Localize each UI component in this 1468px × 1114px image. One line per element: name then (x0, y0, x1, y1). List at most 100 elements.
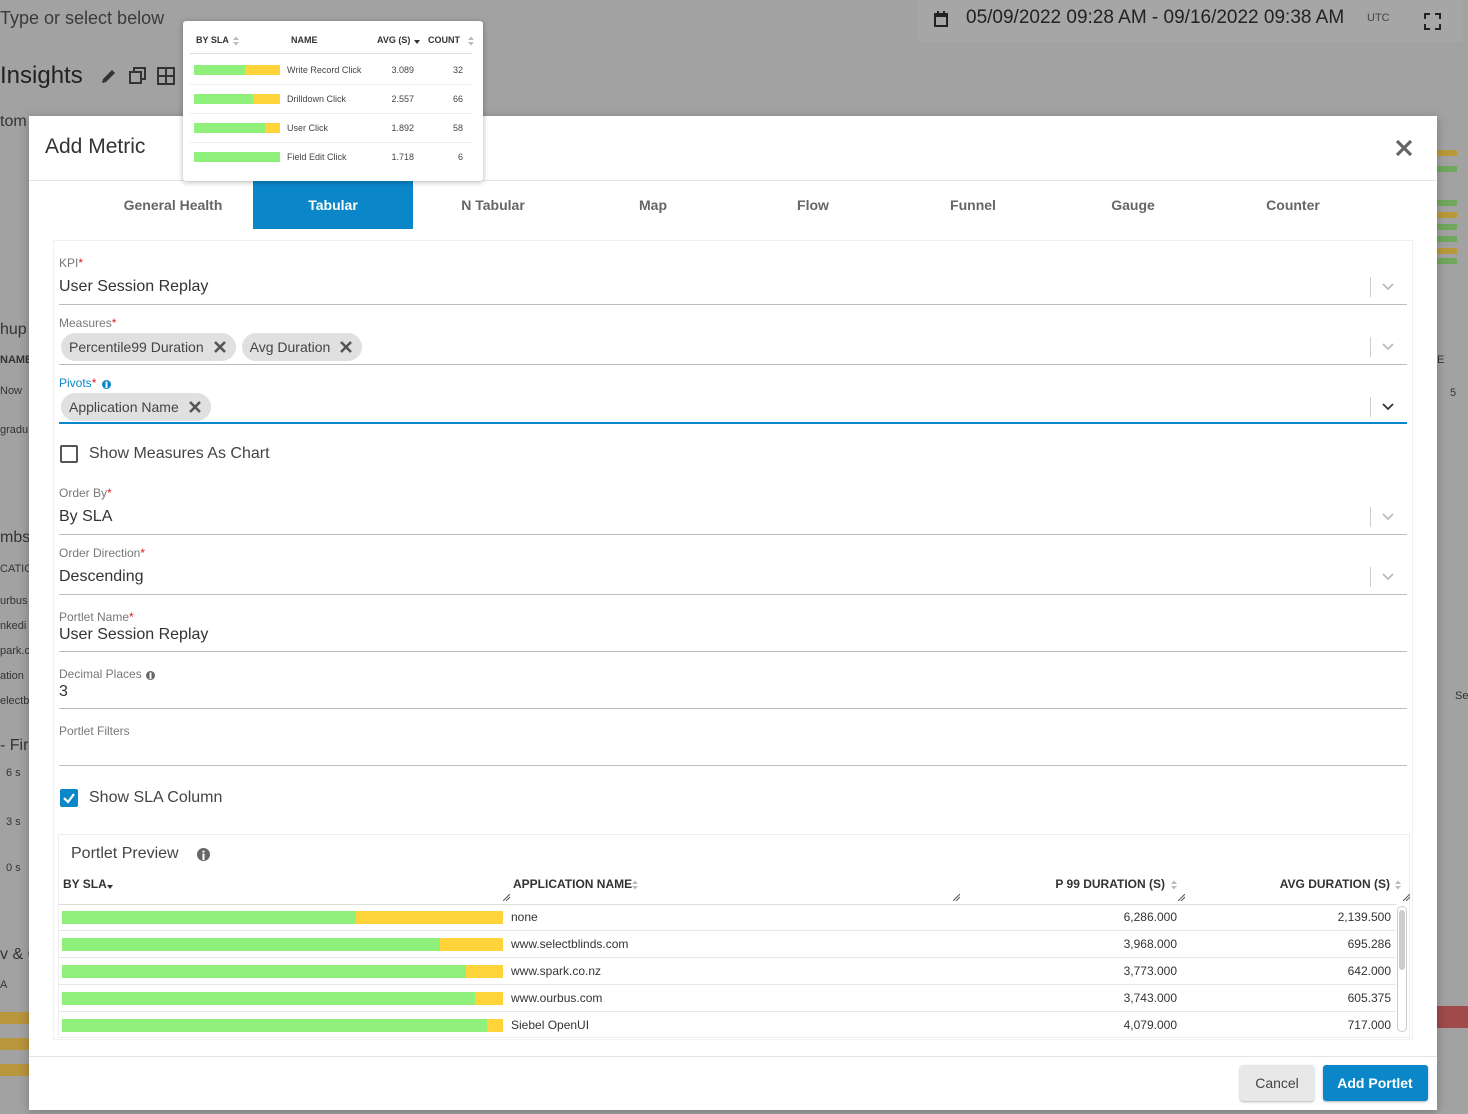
tab[interactable]: Gauge (1053, 181, 1213, 229)
sla-bar-missed (465, 965, 503, 978)
row-divider (58, 1011, 1396, 1012)
column-header[interactable]: BY SLA (63, 877, 107, 891)
field-label: Decimal Places (59, 664, 142, 684)
checkmark (63, 793, 75, 804)
field-label: Portlet Name* (59, 607, 134, 627)
chip-remove[interactable] (213, 341, 226, 353)
cell-number: 6 (457, 152, 463, 162)
modal-title: Add Metric (45, 135, 146, 158)
field-underline (59, 534, 1407, 535)
scrollbar-track[interactable] (1397, 906, 1407, 1032)
chip-remove[interactable] (340, 341, 353, 353)
info-icon (196, 847, 210, 861)
button-label[interactable]: Add Portlet (1337, 1075, 1413, 1091)
cell-number: 58 (452, 123, 463, 133)
chip-label: Avg Duration (249, 339, 331, 355)
tab-label[interactable]: Map (639, 197, 667, 213)
checkbox-label[interactable]: Show Measures As Chart (89, 445, 270, 462)
edit-icon[interactable] (100, 67, 118, 85)
cell-number: 1.718 (391, 152, 414, 162)
background-fragment: mbs (0, 529, 31, 546)
required-marker: * (111, 316, 117, 330)
checkbox[interactable] (60, 445, 78, 463)
cell-number: 3,968.000 (1123, 937, 1177, 951)
dropdown-chevron[interactable] (1381, 572, 1395, 582)
dropdown-separator (1370, 277, 1371, 297)
background-fragment: electb (0, 695, 30, 707)
tab[interactable]: Map (573, 181, 733, 229)
close-button[interactable] (1396, 140, 1412, 156)
column-resize (503, 894, 510, 901)
field-label-text: Pivots (59, 376, 92, 390)
dropdown-chevron[interactable] (1381, 512, 1395, 522)
cell-number: 642.000 (1347, 964, 1391, 978)
field-label: Order By* (59, 483, 112, 503)
dropdown-chevron[interactable] (1381, 402, 1395, 412)
field-value: By SLA (59, 508, 113, 525)
background-bar (1437, 166, 1457, 172)
sort-icon (233, 36, 239, 46)
cell-number: 605.375 (1347, 991, 1391, 1005)
chip-label: Percentile99 Duration (69, 339, 204, 355)
sort-icon (107, 885, 113, 889)
tab[interactable]: General Health (93, 181, 253, 229)
cell-text: Siebel OpenUI (511, 1018, 590, 1032)
cell-number: 2.557 (391, 94, 414, 104)
header-divider (29, 180, 1437, 181)
column-header[interactable]: P 99 DURATION (S) (1055, 877, 1165, 891)
chip-remove[interactable] (188, 401, 201, 413)
cell-number: 4,079.000 (1123, 1018, 1177, 1032)
column-header[interactable]: APPLICATION NAME (513, 877, 633, 891)
tab-label[interactable]: Tabular (308, 197, 358, 213)
checkbox-label[interactable]: Show SLA Column (89, 789, 223, 806)
required-marker: * (91, 376, 97, 390)
preview-panel (58, 834, 1410, 1038)
tab[interactable]: Tabular (253, 181, 413, 229)
add-portlet-button[interactable]: Add Portlet (1323, 1065, 1428, 1101)
button-label[interactable]: Cancel (1255, 1075, 1299, 1091)
sla-bar-met (62, 911, 357, 924)
background-fragment: - Fir (0, 737, 29, 754)
tab-label[interactable]: Flow (797, 197, 829, 213)
background-bar (1437, 258, 1457, 264)
background-fragment: urbus (0, 595, 28, 607)
sort-icon (414, 40, 420, 44)
dropdown-chevron[interactable] (1381, 342, 1395, 352)
background-bar (1437, 150, 1457, 156)
cell-number: 3,773.000 (1123, 964, 1177, 978)
tab-label[interactable]: General Health (123, 197, 223, 213)
tab-label[interactable]: Funnel (950, 197, 996, 213)
background-fragment: E (1437, 354, 1445, 366)
chip-list: Percentile99 Duration Avg Duration (61, 333, 363, 361)
tab[interactable]: Funnel (893, 181, 1053, 229)
grid-icon[interactable] (157, 67, 175, 85)
cell-number: 2,139.500 (1337, 910, 1391, 924)
tab-label[interactable]: Gauge (1111, 197, 1155, 213)
tab[interactable]: Flow (733, 181, 893, 229)
cell-number: 6,286.000 (1123, 910, 1177, 924)
tab-label[interactable]: N Tabular (461, 197, 525, 213)
tab[interactable]: N Tabular (413, 181, 573, 229)
form-panel (53, 240, 1413, 1040)
checkbox[interactable] (60, 789, 78, 807)
info-icon (101, 379, 111, 389)
preview-title: Portlet Preview (71, 845, 179, 862)
field-label: KPI* (59, 253, 83, 273)
field-underline (59, 708, 1407, 709)
dropdown-separator (1370, 567, 1371, 587)
dashboard-title: Insights (0, 62, 83, 89)
fullscreen-icon[interactable] (1424, 13, 1441, 30)
cancel-button[interactable]: Cancel (1240, 1065, 1314, 1101)
field-underline (59, 765, 1407, 766)
column-header: AVG (S) (377, 35, 411, 45)
background-fragment: 5 (1450, 387, 1457, 399)
tabular-preview-tooltip: BY SLA NAME AVG (S) COUNT Write Record Click… (183, 21, 483, 181)
column-header[interactable]: AVG DURATION (S) (1279, 877, 1390, 891)
date-range: 05/09/2022 09:28 AM - 09/16/2022 09:38 A… (966, 7, 1345, 28)
tab[interactable]: Counter (1213, 181, 1373, 229)
copy-icon[interactable] (129, 67, 147, 85)
dropdown-chevron[interactable] (1381, 282, 1395, 292)
tab-label[interactable]: Counter (1266, 197, 1320, 213)
scrollbar-thumb[interactable] (1399, 910, 1405, 970)
cell-text: User Click (287, 123, 329, 133)
